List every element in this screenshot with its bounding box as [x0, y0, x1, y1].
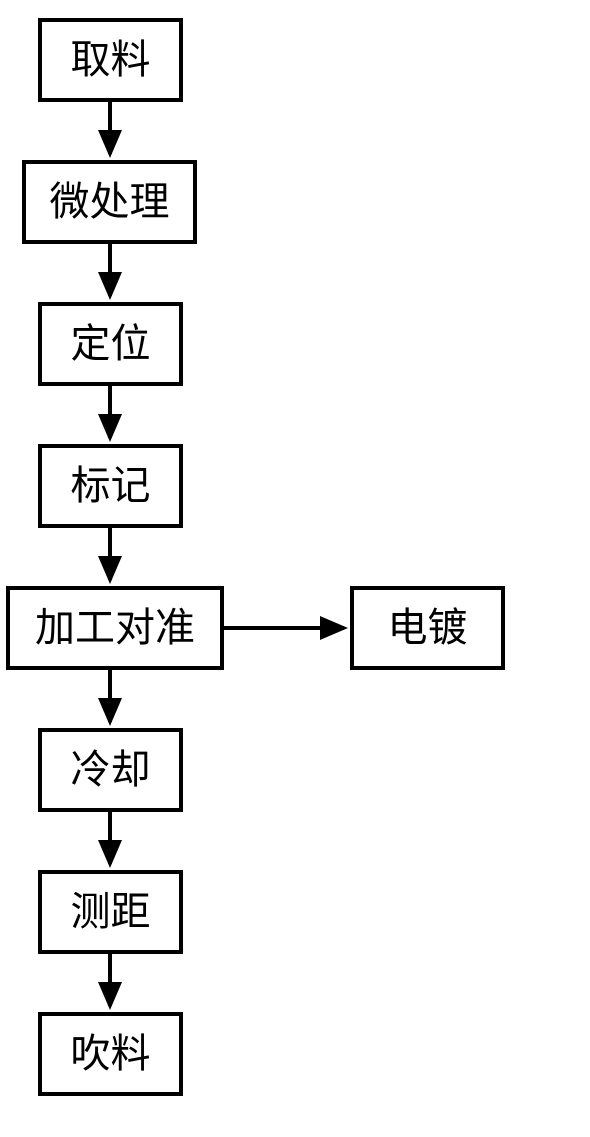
node-positioning: 定位	[38, 302, 183, 386]
node-label: 电镀	[388, 608, 468, 648]
node-label: 测距	[71, 892, 151, 932]
node-label: 加工对准	[35, 608, 195, 648]
node-marking: 标记	[38, 444, 183, 528]
node-label: 冷却	[71, 750, 151, 790]
node-electroplating: 电镀	[350, 586, 505, 670]
node-label: 标记	[71, 466, 151, 506]
node-label: 定位	[71, 324, 151, 364]
node-label: 微处理	[50, 182, 170, 222]
node-blow-material: 吹料	[38, 1012, 183, 1096]
node-ranging: 测距	[38, 870, 183, 954]
node-label: 吹料	[71, 1034, 151, 1074]
node-take-material: 取料	[38, 18, 183, 102]
node-label: 取料	[71, 40, 151, 80]
node-micro-process: 微处理	[22, 160, 197, 244]
node-alignment: 加工对准	[6, 586, 224, 670]
node-cooling: 冷却	[38, 728, 183, 812]
